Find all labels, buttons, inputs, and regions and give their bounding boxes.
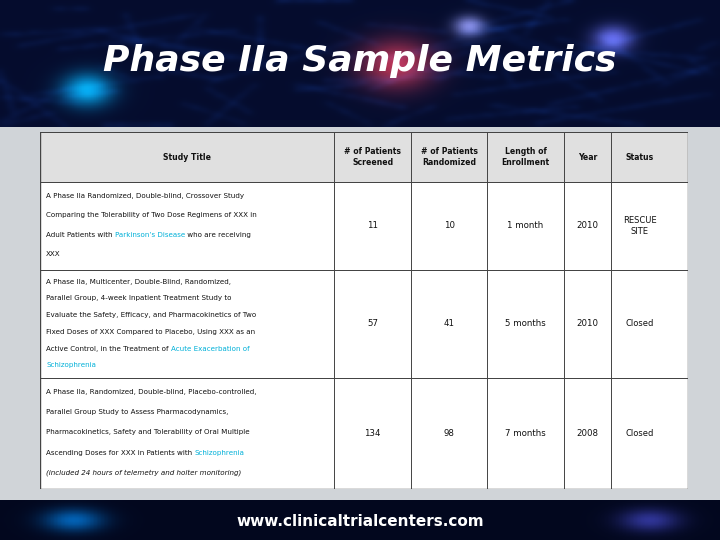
Text: 98: 98 [444,429,454,438]
Text: www.clinicaltrialcenters.com: www.clinicaltrialcenters.com [236,514,484,529]
Text: Parkinson’s Disease: Parkinson’s Disease [114,232,185,238]
Text: Active Control, in the Treatment of: Active Control, in the Treatment of [46,346,171,352]
Bar [40,182,688,269]
Text: XXX: XXX [46,251,60,257]
Text: Phase IIa Sample Metrics: Phase IIa Sample Metrics [103,44,617,78]
Text: 5 months: 5 months [505,319,546,328]
Text: Ascending Doses for XXX in Patients with: Ascending Doses for XXX in Patients with [46,449,194,456]
Text: A Phase IIa, Randomized, Double-blind, Placebo-controlled,: A Phase IIa, Randomized, Double-blind, P… [46,389,256,395]
Text: Schizophrenia: Schizophrenia [194,449,245,456]
Text: 7 months: 7 months [505,429,546,438]
Bar [40,269,688,378]
Text: Year: Year [577,153,597,162]
Bar [40,132,688,182]
Text: Parallel Group, 4-week Inpatient Treatment Study to: Parallel Group, 4-week Inpatient Treatme… [46,295,232,301]
Text: A Phase IIa, Multicenter, Double-Blind, Randomized,: A Phase IIa, Multicenter, Double-Blind, … [46,279,231,285]
Text: 2010: 2010 [577,319,598,328]
Text: Adult Patients with: Adult Patients with [46,232,114,238]
Text: Comparing the Tolerability of Two Dose Regimens of XXX in: Comparing the Tolerability of Two Dose R… [46,212,257,218]
Bar [40,378,688,489]
Text: 57: 57 [367,319,378,328]
Text: Schizophrenia: Schizophrenia [46,362,96,368]
Text: Closed: Closed [626,319,654,328]
Text: 134: 134 [364,429,381,438]
Text: Evaluate the Safety, Efficacy, and Pharmacokinetics of Two: Evaluate the Safety, Efficacy, and Pharm… [46,312,256,318]
Text: Pharmacokinetics, Safety and Tolerability of Oral Multiple: Pharmacokinetics, Safety and Tolerabilit… [46,429,250,435]
Text: 2008: 2008 [577,429,598,438]
Text: Length of
Enrollment: Length of Enrollment [502,147,549,167]
Text: 41: 41 [444,319,454,328]
Text: Acute Exacerbation of: Acute Exacerbation of [171,346,249,352]
Text: Parallel Group Study to Assess Pharmacodynamics,: Parallel Group Study to Assess Pharmacod… [46,409,228,415]
Text: Closed: Closed [626,429,654,438]
Text: 10: 10 [444,221,454,231]
Text: 1 month: 1 month [508,221,544,231]
Text: A Phase IIa Randomized, Double-blind, Crossover Study: A Phase IIa Randomized, Double-blind, Cr… [46,193,244,199]
Text: Study Title: Study Title [163,153,211,162]
Text: # of Patients
Randomized: # of Patients Randomized [420,147,477,167]
Text: 11: 11 [367,221,378,231]
Text: RESCUE
SITE: RESCUE SITE [623,216,657,235]
Text: who are receiving: who are receiving [185,232,251,238]
Text: Fixed Doses of XXX Compared to Placebo, Using XXX as an: Fixed Doses of XXX Compared to Placebo, … [46,329,255,335]
Text: Status: Status [626,153,654,162]
Text: # of Patients
Screened: # of Patients Screened [344,147,401,167]
Text: (included 24 hours of telemetry and holter monitoring): (included 24 hours of telemetry and holt… [46,470,241,476]
Text: 2010: 2010 [577,221,598,231]
